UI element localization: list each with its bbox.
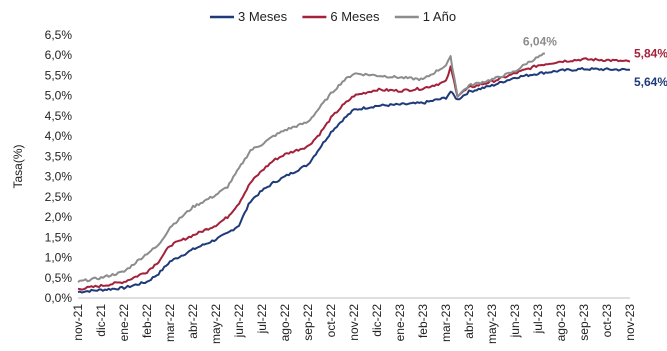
x-tick-label: ago-22 [278, 304, 292, 342]
x-tick-label: feb-22 [140, 304, 154, 338]
x-axis: nov-21 dic-21 ene-22 feb-22 mar-22 abr-22 may-… [71, 304, 637, 344]
x-tick-label: jun-23 [508, 304, 522, 339]
series-end-label: 6,04% [523, 35, 557, 49]
y-tick-label: 4,5% [45, 109, 73, 123]
y-tick-label: 0,0% [45, 291, 73, 305]
series-end-label: 5,64% [634, 75, 667, 89]
x-tick-label: abr-23 [462, 304, 476, 339]
x-tick-label: jun-22 [232, 304, 246, 339]
y-tick-label: 3,5% [45, 149, 73, 163]
y-tick-label: 5,5% [45, 68, 73, 82]
x-tick-label: may-22 [209, 304, 223, 344]
legend-label: 3 Meses [238, 9, 288, 24]
series-line-1 [77, 67, 631, 294]
x-tick-label: ago-23 [554, 304, 568, 342]
y-tick-label: 0,5% [45, 271, 73, 285]
x-tick-label: mar-22 [163, 304, 177, 342]
x-tick-label: feb-23 [416, 304, 430, 338]
x-tick-label: jul-23 [531, 304, 545, 335]
y-tick-label: 1,0% [45, 251, 73, 265]
y-axis: 0,0% 0,5% 1,0% 1,5% 2,0% 2,5% 3,0% 3,5% 4,0% 4,5%… [45, 28, 73, 305]
y-tick-label: 2,5% [45, 190, 73, 204]
legend-label: 1 Año [423, 9, 456, 24]
y-tick-label: 4,0% [45, 129, 73, 143]
series-line-3 [77, 52, 545, 283]
x-tick-label: ene-22 [117, 304, 131, 342]
y-axis-title: Tasa(%) [11, 144, 25, 188]
x-tick-label: sep-23 [577, 304, 591, 341]
legend: 3 Meses 6 Meses 1 Año [210, 9, 456, 24]
x-tick-label: mar-23 [439, 304, 453, 342]
y-tick-label: 3,0% [45, 170, 73, 184]
x-tick-label: nov-21 [71, 304, 85, 341]
x-tick-label: nov-23 [623, 304, 637, 341]
y-tick-label: 6,0% [45, 48, 73, 62]
x-tick-label: may-23 [485, 304, 499, 344]
y-tick-label: 5,0% [45, 89, 73, 103]
x-tick-label: sep-22 [301, 304, 315, 341]
x-tick-label: dic-22 [370, 304, 384, 337]
series-end-label: 5,84% [634, 47, 667, 61]
legend-label: 6 Meses [330, 9, 380, 24]
x-tick-label: dic-21 [94, 304, 108, 337]
y-tick-label: 1,5% [45, 230, 73, 244]
x-tick-label: abr-22 [186, 304, 200, 339]
x-tick-label: oct-22 [324, 304, 338, 338]
x-tick-label: nov-22 [347, 304, 361, 341]
x-tick-label: jul-22 [255, 304, 269, 335]
series-line-2 [77, 57, 631, 291]
end-labels: 5,64% 5,84% 6,04% [523, 35, 667, 89]
series-lines [77, 52, 631, 294]
y-tick-label: 6,5% [45, 28, 73, 42]
y-tick-label: 2,0% [45, 210, 73, 224]
x-tick-label: ene-23 [393, 304, 407, 342]
x-tick-label: oct-23 [600, 304, 614, 338]
